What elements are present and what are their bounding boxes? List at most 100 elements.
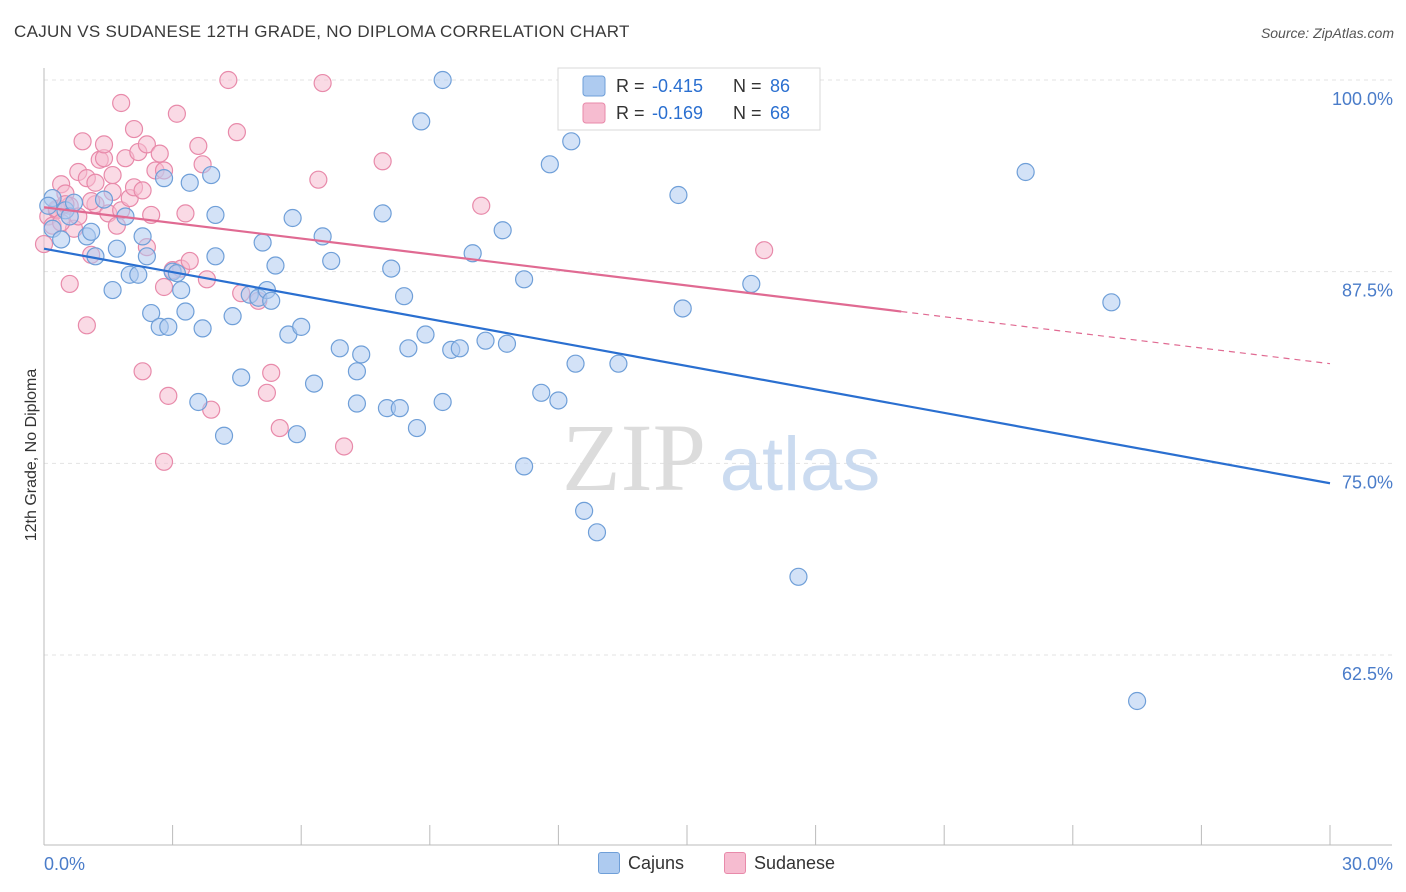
- x-tick-label-1: 30.0%: [1342, 854, 1393, 874]
- cajun-point-15: [137, 247, 156, 266]
- cajuns-swatch: [598, 852, 620, 874]
- cajun-point-23: [176, 302, 195, 321]
- sudanese-point-46: [180, 251, 199, 271]
- sudanese-point-45: [176, 204, 195, 223]
- cajun-point-38: [266, 256, 285, 275]
- cajun-point-41: [287, 425, 307, 444]
- legend-r-label-1: R =: [616, 76, 645, 96]
- legend-sudanese-swatch: [582, 102, 606, 124]
- cajun-point-48: [352, 345, 371, 364]
- cajun-point-27: [202, 165, 221, 185]
- cajun-point-84: [39, 196, 58, 215]
- cajun-point-13: [129, 265, 148, 284]
- sudanese-swatch: [724, 852, 746, 874]
- sudanese-point-62: [472, 196, 491, 215]
- sudanese-point-58: [309, 170, 328, 189]
- sudanese-point-16: [86, 173, 105, 192]
- sudanese-point-56: [262, 363, 281, 382]
- legend-label-sudanese: Sudanese: [754, 852, 836, 873]
- cajun-point-5: [64, 193, 84, 212]
- cajun-point-60: [433, 392, 452, 412]
- cajun-point-52: [382, 259, 401, 278]
- bottom-legend: Cajuns Sudanese: [0, 852, 1406, 878]
- sudanese-point-55: [257, 383, 277, 402]
- cajun-point-43: [304, 374, 324, 393]
- sudanese-point-0: [34, 234, 54, 254]
- cajun-point-55: [399, 339, 418, 358]
- cajun-point-29: [206, 247, 225, 266]
- cajun-point-76: [609, 354, 628, 373]
- watermark-zip: ZIP: [562, 404, 706, 511]
- y-tick-label-0: 100.0%: [1332, 89, 1393, 109]
- sudanese-point-24: [112, 93, 131, 113]
- source-label: Source: ZipAtlas.com: [1260, 25, 1394, 41]
- legend-n-value-2: 68: [770, 103, 790, 123]
- cajun-point-63: [463, 244, 482, 263]
- cajun-point-37: [262, 291, 281, 310]
- sudanese-point-11: [73, 132, 92, 151]
- cajun-point-54: [394, 287, 414, 306]
- cajun-point-2: [52, 230, 71, 249]
- cajun-trend-line: [43, 247, 1331, 485]
- sudanese-point-41: [159, 386, 178, 405]
- cajun-point-68: [515, 270, 534, 289]
- sudanese-point-40: [154, 277, 174, 297]
- cajun-point-14: [133, 227, 152, 246]
- sudanese-point-51: [219, 70, 238, 90]
- tick-labels: 100.0% 87.5% 75.0% 62.5% 0.0% 30.0%: [44, 89, 1393, 874]
- sudanese-point-31: [133, 181, 152, 200]
- legend-box: R = -0.415 N = 86 R = -0.169 N = 68: [557, 67, 821, 131]
- x-tick-label-0: 0.0%: [44, 854, 85, 874]
- y-tick-label-3: 62.5%: [1342, 664, 1393, 684]
- cajun-point-32: [232, 368, 251, 387]
- sudanese-point-37: [150, 144, 169, 163]
- sudanese-point-57: [270, 418, 289, 438]
- cajun-point-40: [283, 208, 302, 228]
- cajun-point-28: [206, 205, 225, 225]
- cajun-point-46: [330, 339, 349, 358]
- legend-item-sudanese[interactable]: Sudanese: [724, 852, 835, 874]
- cajun-point-22: [172, 280, 191, 300]
- trend-lines: [43, 206, 1331, 485]
- y-tick-label-1: 87.5%: [1342, 281, 1393, 301]
- cajun-point-9: [103, 280, 122, 300]
- sudanese-point-22: [103, 165, 122, 185]
- legend-n-value-1: 86: [770, 76, 790, 96]
- cajun-point-26: [193, 319, 212, 338]
- cajun-point-25: [189, 392, 208, 412]
- cajun-point-8: [94, 190, 114, 209]
- cajun-point-19: [159, 317, 178, 336]
- cajun-point-16: [142, 303, 161, 323]
- cajun-point-77: [669, 185, 688, 205]
- cajun-point-49: [347, 394, 367, 413]
- legend-item-cajuns[interactable]: Cajuns: [598, 852, 684, 874]
- cajun-point-67: [515, 457, 534, 476]
- cajun-point-71: [549, 391, 568, 410]
- cajun-point-59: [433, 70, 452, 90]
- sudanese-point-47: [189, 136, 208, 156]
- sudanese-point-61: [373, 152, 392, 171]
- sudanese-point-39: [154, 452, 174, 471]
- sudanese-points: [34, 70, 774, 471]
- sudanese-point-6: [60, 274, 79, 294]
- cajun-point-31: [223, 307, 242, 326]
- cajun-point-83: [1127, 691, 1147, 711]
- cajun-point-30: [214, 426, 234, 445]
- cajun-point-53: [390, 399, 409, 418]
- axes: [43, 68, 1392, 846]
- legend-n-label-2: N =: [733, 103, 762, 123]
- sudanese-point-63: [755, 241, 774, 260]
- sudanese-point-32: [133, 362, 152, 381]
- cajun-point-69: [532, 383, 551, 402]
- cajun-point-79: [742, 274, 761, 294]
- y-tick-label-2: 75.0%: [1342, 472, 1393, 492]
- legend-n-label-1: N =: [733, 76, 762, 96]
- cajun-point-47: [347, 362, 367, 381]
- cajun-point-75: [587, 523, 607, 542]
- cajun-point-62: [450, 339, 469, 358]
- sudanese-point-12: [77, 316, 96, 335]
- sudanese-point-52: [227, 123, 246, 142]
- legend-r-label-2: R =: [616, 103, 645, 123]
- legend-r-value-1: -0.415: [652, 76, 703, 96]
- cajun-point-73: [566, 354, 585, 373]
